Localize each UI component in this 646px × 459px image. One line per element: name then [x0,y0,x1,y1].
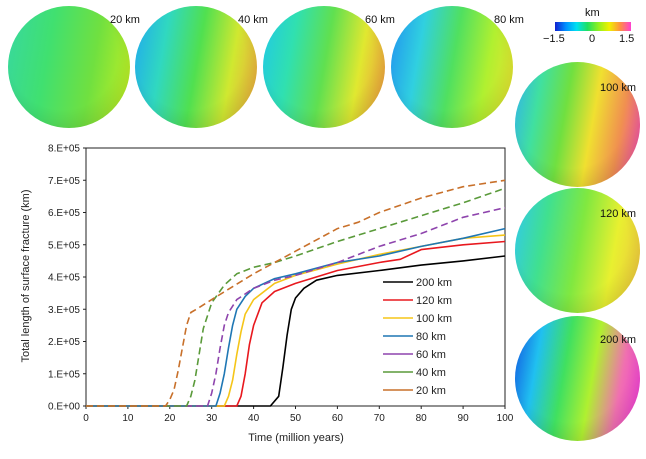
sphere-label: 120 km [600,208,637,220]
series-line-60-km [86,206,506,407]
fracture-sphere [135,6,257,128]
x-tick-label: 30 [206,413,218,424]
legend-label: 20 km [416,385,446,397]
colorbar-max-label: 1.5 [619,33,635,45]
series-line-40-km [86,187,506,407]
y-tick-label: 4.E+05 [48,273,80,284]
legend-label: 200 km [416,277,452,289]
fracture-sphere [263,6,385,128]
legend-label: 100 km [416,313,452,325]
x-tick-label: 40 [248,413,260,424]
sphere-label: 60 km [365,14,395,26]
fracture-sphere [515,316,640,441]
x-tick-label: 100 [497,413,514,424]
x-tick-label: 80 [416,413,428,424]
x-tick-label: 0 [83,413,89,424]
colorbar-unit: km [585,7,600,19]
sphere-label: 20 km [110,14,140,26]
y-tick-label: 1.E+05 [48,369,80,380]
y-tick-label: 3.E+05 [48,305,80,316]
y-tick-label: 6.E+05 [48,208,80,219]
legend-label: 80 km [416,331,446,343]
x-tick-label: 70 [374,413,386,424]
legend-label: 40 km [416,367,446,379]
fracture-sphere [515,188,640,313]
sphere-label: 200 km [600,334,637,346]
fracture-sphere [391,6,513,128]
colorbar-gradient [555,22,631,31]
sphere-label: 100 km [600,82,637,94]
x-tick-label: 10 [122,413,134,424]
sphere-label: 40 km [238,14,268,26]
x-tick-label: 50 [290,413,302,424]
series-line-80-km [86,227,506,407]
x-tick-label: 20 [164,413,176,424]
series-line-120-km [86,240,506,407]
x-axis-label: Time (million years) [248,432,344,444]
colorbar-min-label: −1.5 [543,33,565,45]
y-tick-label: 0.E+00 [48,402,80,413]
y-tick-label: 8.E+05 [48,144,80,155]
legend-label: 120 km [416,295,452,307]
y-axis-label: Total length of surface fracture (km) [20,189,32,362]
x-tick-label: 60 [332,413,344,424]
series-line-200-km [86,255,506,407]
fracture-sphere [515,62,640,187]
fracture-sphere [8,6,130,128]
y-tick-label: 5.E+05 [48,240,80,251]
x-tick-label: 90 [458,413,470,424]
y-tick-label: 2.E+05 [48,337,80,348]
legend-label: 60 km [416,349,446,361]
sphere-label: 80 km [494,14,524,26]
colorbar-mid-label: 0 [589,33,596,45]
y-tick-label: 7.E+05 [48,176,80,187]
series-line-20-km [86,179,506,407]
